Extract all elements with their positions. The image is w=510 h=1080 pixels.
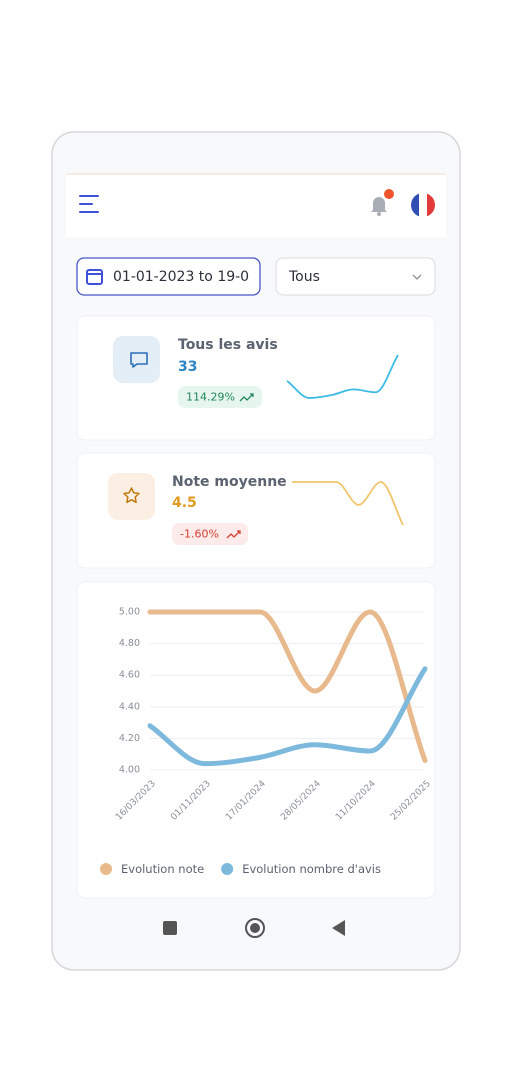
top-bar bbox=[66, 174, 446, 237]
card bbox=[76, 452, 436, 569]
chat-icon bbox=[130, 352, 148, 368]
legend-swatch bbox=[100, 863, 112, 875]
language-flag[interactable] bbox=[411, 193, 435, 217]
card bbox=[76, 315, 436, 441]
date-range-input[interactable] bbox=[76, 257, 261, 296]
chart-card bbox=[76, 581, 436, 899]
nav-back[interactable] bbox=[332, 920, 345, 936]
trend-icon bbox=[226, 530, 241, 539]
line-series bbox=[147, 666, 428, 767]
sparkline bbox=[286, 354, 399, 399]
select-chevron bbox=[412, 274, 422, 280]
y-tick-label: 4.40 bbox=[119, 701, 140, 712]
y-tick-label: 4.60 bbox=[119, 670, 140, 681]
date-range-text: 01-01-2023 to 19-0 bbox=[113, 269, 249, 285]
y-tick-label: 5.00 bbox=[119, 607, 140, 618]
trend-icon bbox=[239, 393, 254, 402]
card-value: 4.5 bbox=[172, 495, 197, 511]
card-value: 33 bbox=[178, 359, 197, 375]
calendar-icon bbox=[86, 269, 103, 285]
notification-bell[interactable] bbox=[371, 189, 394, 216]
change-text: -1.60% bbox=[180, 528, 219, 541]
y-tick-label: 4.00 bbox=[119, 765, 140, 776]
filter-select-text: Tous bbox=[288, 269, 320, 285]
card-title: Tous les avis bbox=[178, 337, 278, 353]
change-text: 114.29% bbox=[186, 391, 235, 404]
y-tick-label: 4.20 bbox=[119, 733, 140, 744]
y-tick-label: 4.80 bbox=[119, 638, 140, 649]
menu-button[interactable] bbox=[79, 195, 99, 213]
nav-home[interactable] bbox=[245, 918, 265, 938]
sparkline bbox=[292, 481, 404, 526]
change-badge bbox=[178, 386, 262, 408]
legend-label: Evolution note bbox=[121, 862, 204, 876]
card-icon-bg bbox=[113, 336, 160, 383]
legend-swatch bbox=[221, 863, 234, 875]
filter-select[interactable] bbox=[275, 257, 436, 296]
card-title: Note moyenne bbox=[172, 474, 287, 490]
nav-recents[interactable] bbox=[163, 921, 177, 935]
change-badge bbox=[172, 523, 248, 545]
star-icon bbox=[123, 487, 140, 504]
legend-label: Evolution nombre d'avis bbox=[242, 862, 381, 876]
card-icon-bg bbox=[108, 473, 155, 520]
line-series bbox=[147, 609, 428, 764]
